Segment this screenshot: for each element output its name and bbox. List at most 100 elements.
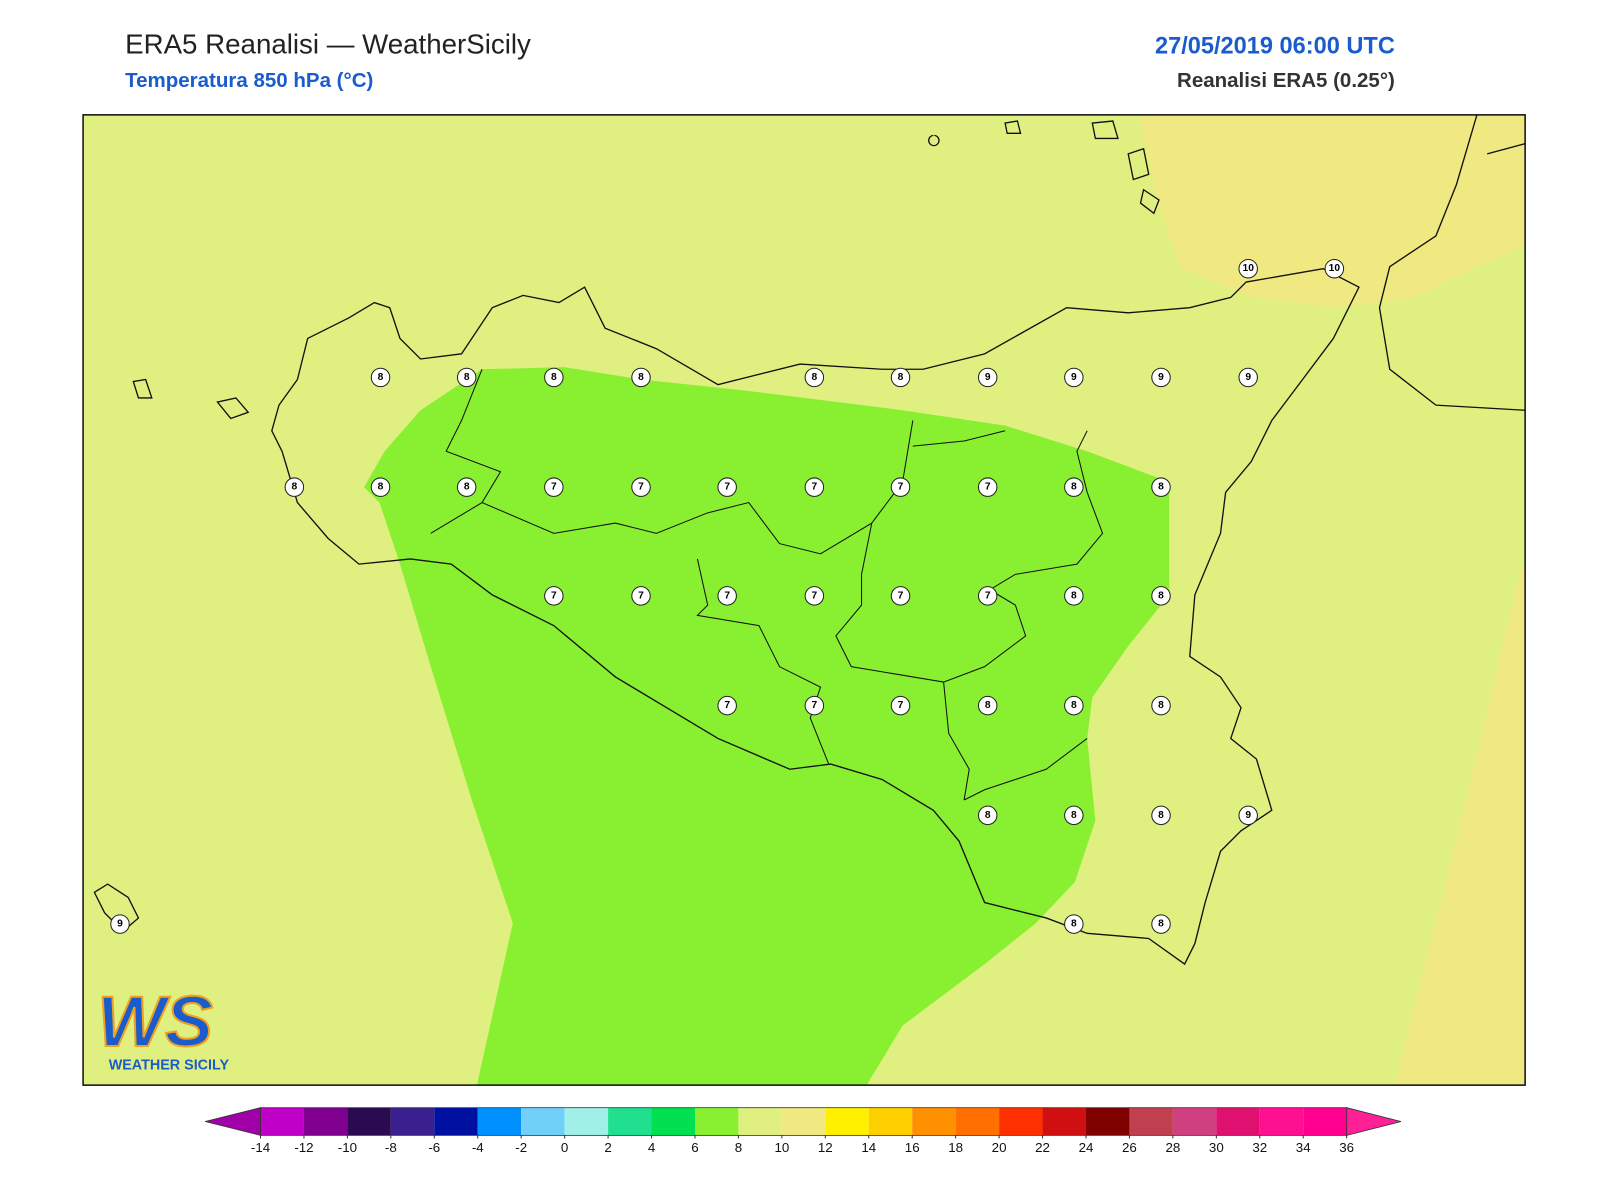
station: 7 <box>717 586 737 606</box>
colorbar-bin <box>260 1107 304 1136</box>
station-marker <box>544 477 564 497</box>
station: 8 <box>631 367 651 388</box>
colorbar-bin <box>694 1107 739 1136</box>
station-value: 8 <box>1158 482 1164 493</box>
station-value: 8 <box>1158 919 1164 930</box>
colorbar-bin <box>912 1107 956 1136</box>
colorbar-tick-label: 12 <box>818 1140 833 1155</box>
station-value: 7 <box>724 700 730 711</box>
colorbar-tick-label: -4 <box>472 1140 484 1155</box>
station-marker <box>717 695 737 716</box>
station-value: 7 <box>985 590 991 601</box>
station-marker <box>544 367 564 388</box>
colorbar-tick-label: 16 <box>905 1140 920 1155</box>
colorbar-bin <box>1042 1107 1086 1136</box>
colorbar-tick-label: 28 <box>1165 1140 1180 1155</box>
station-value: 7 <box>985 482 991 493</box>
colorbar-bin <box>477 1107 522 1136</box>
colorbar-tick-label: 30 <box>1209 1140 1224 1155</box>
station: 8 <box>456 477 477 497</box>
station: 8 <box>370 367 391 388</box>
station: 8 <box>456 367 477 388</box>
colorbar-bin <box>1085 1107 1130 1136</box>
colorbar-tick-label: 0 <box>561 1140 568 1155</box>
source: Reanalisi ERA5 (0.25°) <box>1177 69 1395 92</box>
map-frame <box>82 114 1526 1086</box>
colorbar-tick-label: 10 <box>774 1140 789 1155</box>
station-marker <box>456 477 477 497</box>
colorbar-tick-label: 8 <box>735 1140 742 1155</box>
colorbar-frame <box>260 1107 1348 1136</box>
map <box>83 114 1526 1086</box>
station-marker <box>977 805 998 826</box>
station-value: 8 <box>898 372 904 383</box>
station-value: 8 <box>812 372 818 383</box>
colorbar-tick-label: 18 <box>948 1140 963 1155</box>
station-marker <box>456 367 477 388</box>
station-marker <box>804 367 825 388</box>
station-value: 7 <box>812 482 818 493</box>
colorbar-tick-label: -14 <box>251 1140 271 1155</box>
station: 7 <box>631 586 651 606</box>
station: 7 <box>717 477 737 497</box>
station-value: 8 <box>1071 919 1077 930</box>
station: 9 <box>977 367 998 388</box>
station-value: 7 <box>812 700 818 711</box>
colorbar-tick-label: 6 <box>691 1140 698 1155</box>
station: 7 <box>977 586 998 606</box>
station-value: 9 <box>1158 372 1164 383</box>
coastlines <box>93 114 1526 966</box>
station: 8 <box>1151 477 1171 497</box>
station-value: 7 <box>724 590 730 601</box>
station-value: 9 <box>1245 810 1251 821</box>
colorbar-tick-label: 32 <box>1252 1140 1267 1155</box>
station-marker <box>890 477 911 497</box>
colorbar-bin <box>955 1107 1000 1136</box>
station-value: 7 <box>898 700 904 711</box>
datetime: 27/05/2019 06:00 UTC <box>1155 32 1395 58</box>
station: 8 <box>1151 914 1171 934</box>
colorbar-tick-label: 36 <box>1339 1140 1354 1155</box>
colorbar-bin <box>303 1107 348 1136</box>
station: 9 <box>1238 367 1258 388</box>
station-value: 7 <box>551 590 557 601</box>
station-marker <box>1238 805 1258 826</box>
station-marker <box>1238 367 1258 388</box>
station-marker <box>1064 695 1084 716</box>
station: 8 <box>1064 805 1084 826</box>
station-value: 8 <box>378 372 384 383</box>
colorbar-tick-label: -10 <box>338 1140 357 1155</box>
colorbar-tick-label: 24 <box>1079 1140 1094 1155</box>
station: 10 <box>1324 258 1345 279</box>
station-marker <box>977 586 998 606</box>
station-value: 8 <box>985 810 991 821</box>
colorbar-tick-label: 20 <box>992 1140 1007 1155</box>
colorbar-bin <box>738 1107 782 1136</box>
station-value: 8 <box>1158 810 1164 821</box>
colorbar-bin <box>651 1107 695 1136</box>
colorbar-bin <box>564 1107 609 1136</box>
station: 7 <box>631 477 651 497</box>
station: 8 <box>977 805 998 826</box>
colorbar-bin <box>608 1107 652 1136</box>
station-marker <box>804 695 825 716</box>
station: 8 <box>1064 477 1084 497</box>
station-marker <box>544 586 564 606</box>
colorbar-tick-label: 4 <box>648 1140 656 1155</box>
station-value: 7 <box>638 590 644 601</box>
station: 7 <box>890 695 911 716</box>
station-marker <box>804 586 825 606</box>
station: 9 <box>1238 805 1258 826</box>
station-marker <box>1151 914 1171 934</box>
colorbar-tick-label: 34 <box>1296 1140 1311 1155</box>
station: 7 <box>890 477 911 497</box>
station: 8 <box>1151 805 1171 826</box>
station-value: 9 <box>1071 372 1077 383</box>
station-marker <box>1064 367 1084 388</box>
station-marker <box>370 477 391 497</box>
station-value: 8 <box>1071 482 1077 493</box>
colorbar-bin <box>1303 1107 1347 1136</box>
station-marker <box>1064 586 1084 606</box>
